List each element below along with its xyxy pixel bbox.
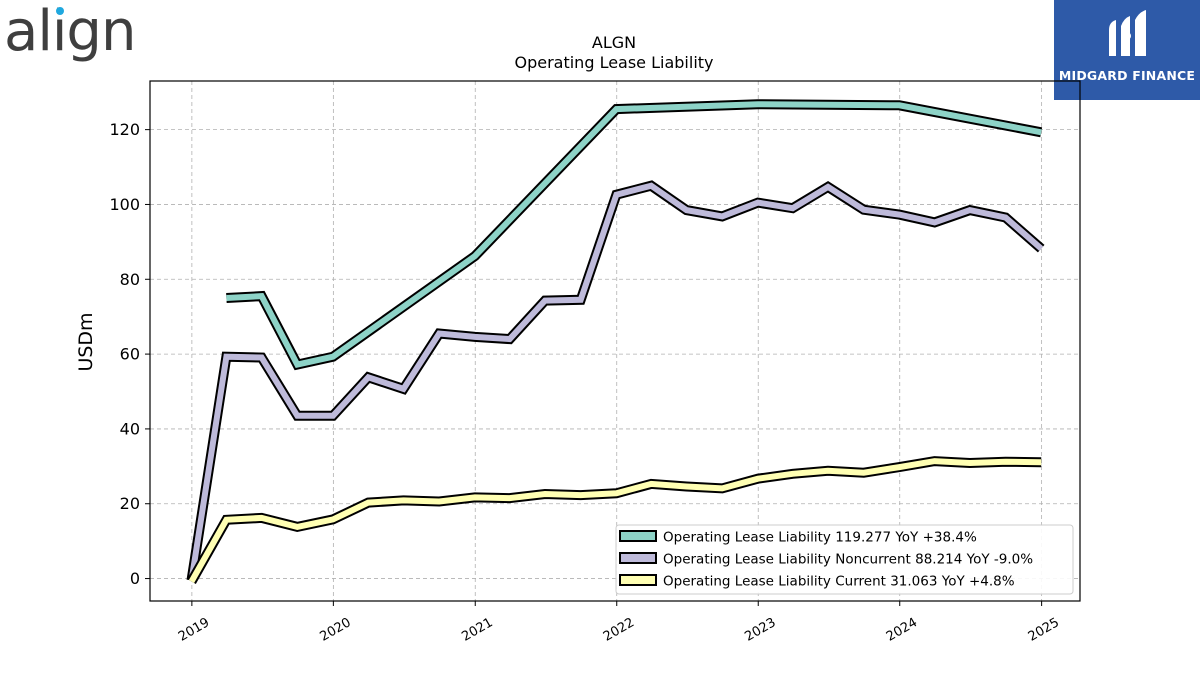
series-line (226, 101, 1042, 369)
series-lines (186, 99, 1045, 584)
series-line (188, 458, 1042, 583)
legend-swatch (619, 530, 657, 542)
legend-box (615, 524, 1074, 595)
x-tick-label: 2021 (459, 615, 495, 645)
series-line-outline (226, 99, 1043, 371)
legend-label: Operating Lease Liability Current 31.063… (663, 574, 1015, 590)
align-logo-text: align (4, 0, 136, 64)
legend-label: Operating Lease Liability 119.277 YoY +3… (663, 530, 977, 546)
chart-subtitle: Operating Lease Liability (514, 53, 713, 72)
align-logo-dot (56, 7, 64, 15)
y-tick-label: 0 (130, 569, 140, 588)
y-tick-label: 20 (120, 494, 140, 513)
midgard-logo-text: MIDGARD FINANCE (1058, 68, 1196, 83)
series-3 (187, 456, 1042, 584)
x-tick-label: 2023 (742, 615, 778, 645)
x-tick-label: 2019 (176, 615, 212, 645)
legend-swatch (619, 552, 657, 564)
series-line (188, 182, 1044, 581)
x-tick-label: 2024 (884, 615, 920, 645)
y-tick-label: 120 (109, 120, 140, 139)
grid (150, 81, 1080, 601)
legend-label: Operating Lease Liability Noncurrent 88.… (663, 552, 1033, 568)
x-tick-label: 2022 (601, 615, 637, 645)
midgard-finance-logo: MIDGARD FINANCE (1054, 0, 1200, 100)
align-logo: align (4, 0, 136, 64)
legend-swatch (619, 574, 657, 586)
midgard-logo-mark (1054, 0, 1200, 100)
y-axis-label: USDm (75, 312, 97, 371)
y-tick-label: 80 (120, 270, 140, 289)
y-tick-label: 100 (109, 195, 140, 214)
y-tick-label: 60 (120, 345, 140, 364)
y-tick-label: 40 (120, 419, 140, 438)
legend: Operating Lease Liability 119.277 YoY +3… (615, 524, 1074, 595)
series-2 (186, 180, 1045, 582)
chart-title: ALGN (592, 33, 636, 52)
plot-frame (149, 80, 1081, 602)
x-tick-label: 2020 (318, 615, 354, 645)
x-tick-label: 2025 (1026, 615, 1062, 645)
series-1 (226, 99, 1043, 371)
